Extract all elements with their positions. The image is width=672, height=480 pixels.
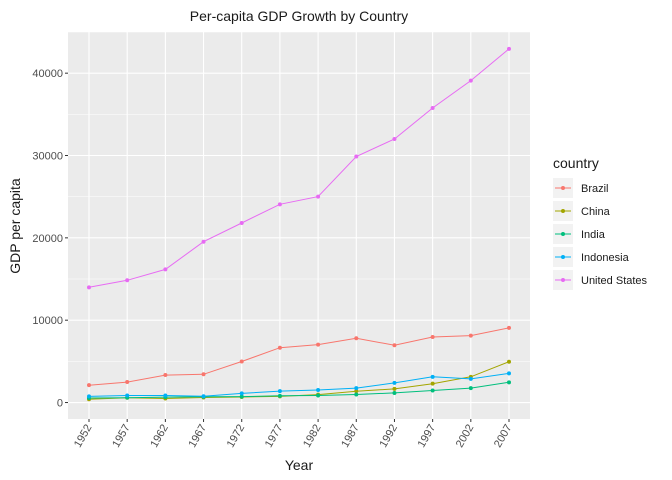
data-point [125,278,130,283]
legend-key-point [561,186,565,190]
y-tick-label: 0 [57,398,63,410]
data-point [316,388,321,393]
data-point [392,380,397,385]
data-point [87,285,91,290]
data-point [201,239,206,244]
y-tick-label: 20000 [32,233,63,245]
x-tick-label: 2002 [454,423,477,450]
data-point [507,359,511,364]
legend-label: United States [581,275,648,287]
data-point [468,78,473,83]
data-point [392,390,397,395]
plot-panel [68,32,530,419]
x-tick-label: 1952 [72,423,95,450]
minor-gridlines [68,31,530,362]
data-point [354,386,359,391]
data-point [468,376,473,381]
data-point [239,220,244,225]
data-point [430,335,435,340]
x-tick-label: 1977 [263,423,286,450]
data-point [239,391,244,396]
legend: country Brazil China India Indonesia United … [553,155,648,290]
data-point [354,336,359,341]
y-tick-label: 40000 [32,68,63,80]
data-point [239,394,244,399]
data-point [277,393,282,398]
x-tick-label: 1967 [187,423,210,450]
data-point [163,373,168,378]
data-point [125,393,130,398]
x-tick-label: 1957 [110,423,133,450]
data-point [316,393,321,398]
data-point [87,394,91,399]
y-axis-title: GDP per capita [7,178,23,274]
legend-key-point [561,232,565,236]
x-tick-label: 1972 [225,423,248,450]
data-point [354,389,359,394]
data-point [507,380,511,385]
data-point [163,393,168,398]
data-point [430,381,435,386]
data-point [316,342,321,347]
data-point [239,359,244,364]
x-axis: 1952 1957 1962 1967 1972 1977 1982 1987 1992 1997… [72,419,515,450]
data-point [201,372,206,377]
data-point [507,371,511,376]
series-line-indonesia [88,372,510,397]
chart-title: Per-capita GDP Growth by Country [190,8,408,24]
series-layer [87,46,511,402]
major-gridlines [68,32,530,419]
data-point [468,386,473,391]
data-point [201,394,206,399]
x-tick-label: 1997 [416,423,439,450]
data-point [354,154,359,159]
data-point [392,343,397,348]
data-point [430,374,435,379]
data-point [277,345,282,350]
x-tick-label: 1987 [339,423,362,450]
data-point [507,325,511,330]
y-axis: 0 10000 20000 30000 40000 [32,68,68,410]
legend-title: country [553,155,599,171]
data-point [125,380,130,385]
data-point [354,392,359,397]
data-point [430,106,435,111]
y-tick-label: 10000 [32,315,63,327]
legend-label: Indonesia [581,252,630,264]
data-point [392,137,397,142]
legend-label: Brazil [581,183,609,195]
data-point [507,46,511,51]
x-tick-label: 1992 [377,423,400,450]
legend-key-point [561,209,565,213]
legend-label: India [581,229,606,241]
x-tick-label: 1962 [148,423,171,450]
data-point [316,194,321,199]
data-point [468,333,473,338]
data-point [277,389,282,394]
legend-key-point [561,255,565,259]
data-point [163,267,168,272]
y-tick-label: 30000 [32,151,63,163]
data-point [430,388,435,393]
legend-key-point [561,278,565,282]
series-line-india [88,381,510,399]
series-line-brazil [88,327,510,386]
data-point [392,386,397,391]
x-tick-label: 1982 [301,423,324,450]
legend-label: China [581,206,611,218]
x-tick-label: 2007 [492,423,515,450]
x-axis-title: Year [285,457,314,473]
series-line-united-states [88,48,510,288]
data-point [87,383,91,388]
data-point [277,202,282,207]
